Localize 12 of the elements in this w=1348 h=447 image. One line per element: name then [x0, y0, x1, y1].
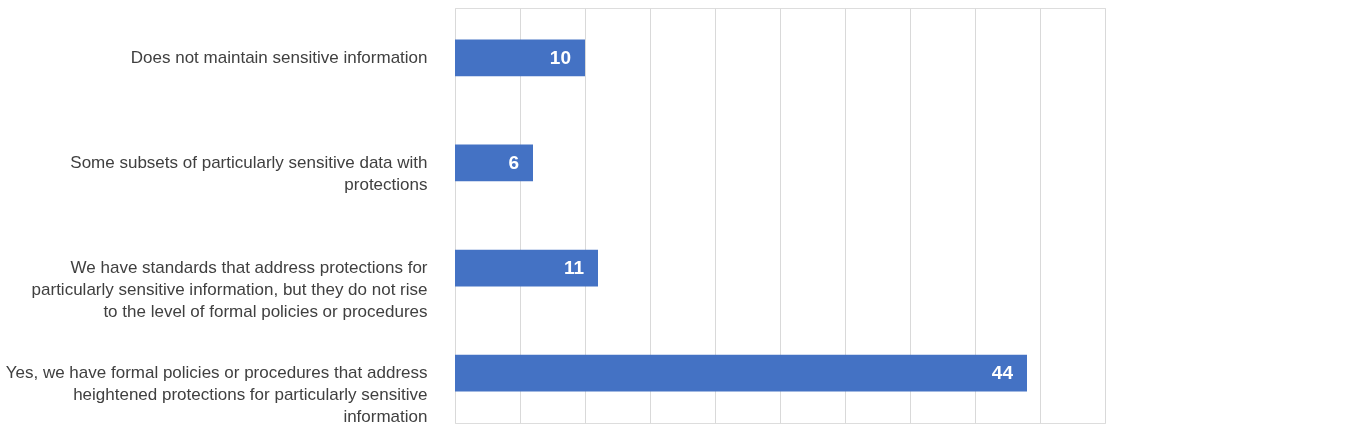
y-tick-label: Yes, we have formal policies or procedures that address heightened protections for particularly sensitive information	[5, 363, 428, 427]
y-tick-label: We have standards that address protections for particularly sensitive information, but they do not rise to the level of formal policies or procedures	[31, 258, 428, 322]
y-tick-label: Does not maintain sensitive information	[130, 47, 428, 67]
bar	[455, 144, 533, 182]
bar	[455, 249, 598, 287]
data-label: 10	[549, 46, 571, 68]
bar	[455, 354, 1027, 392]
bar	[455, 39, 585, 77]
y-tick-label: Some subsets of particularly sensitive data with protections	[70, 152, 428, 194]
data-label: 6	[508, 151, 519, 173]
data-label: 11	[563, 257, 585, 279]
data-label: 44	[991, 362, 1014, 384]
